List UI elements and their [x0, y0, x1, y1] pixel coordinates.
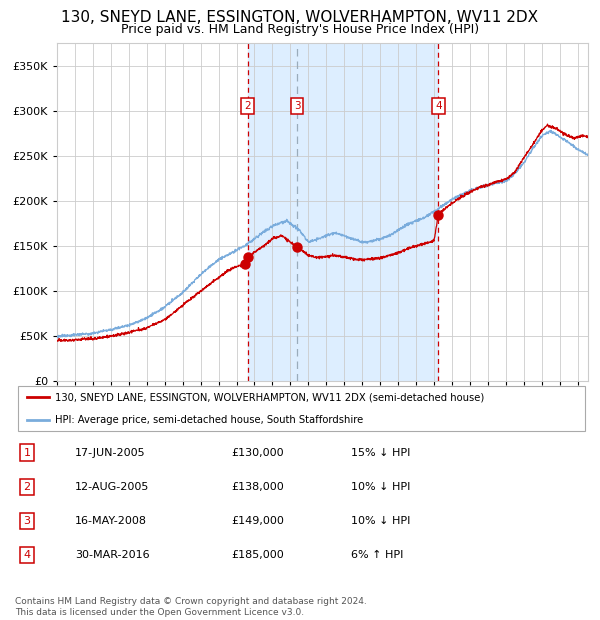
Text: 2: 2: [244, 101, 251, 111]
Text: 130, SNEYD LANE, ESSINGTON, WOLVERHAMPTON, WV11 2DX (semi-detached house): 130, SNEYD LANE, ESSINGTON, WOLVERHAMPTO…: [55, 392, 484, 402]
Text: £149,000: £149,000: [231, 516, 284, 526]
Text: 12-AUG-2005: 12-AUG-2005: [75, 482, 149, 492]
Text: 10% ↓ HPI: 10% ↓ HPI: [351, 516, 410, 526]
Text: 4: 4: [435, 101, 442, 111]
Text: 130, SNEYD LANE, ESSINGTON, WOLVERHAMPTON, WV11 2DX: 130, SNEYD LANE, ESSINGTON, WOLVERHAMPTO…: [61, 10, 539, 25]
Text: HPI: Average price, semi-detached house, South Staffordshire: HPI: Average price, semi-detached house,…: [55, 415, 363, 425]
FancyBboxPatch shape: [18, 386, 585, 431]
Text: 3: 3: [23, 516, 31, 526]
Text: £185,000: £185,000: [231, 550, 284, 560]
Text: 30-MAR-2016: 30-MAR-2016: [75, 550, 149, 560]
Text: 4: 4: [23, 550, 31, 560]
Text: 1: 1: [23, 448, 31, 458]
Text: £130,000: £130,000: [231, 448, 284, 458]
Text: 15% ↓ HPI: 15% ↓ HPI: [351, 448, 410, 458]
Text: £138,000: £138,000: [231, 482, 284, 492]
Text: Price paid vs. HM Land Registry's House Price Index (HPI): Price paid vs. HM Land Registry's House …: [121, 23, 479, 36]
Text: 10% ↓ HPI: 10% ↓ HPI: [351, 482, 410, 492]
Text: 16-MAY-2008: 16-MAY-2008: [75, 516, 147, 526]
Text: 6% ↑ HPI: 6% ↑ HPI: [351, 550, 403, 560]
Text: 2: 2: [23, 482, 31, 492]
Bar: [248, 43, 439, 381]
Text: 3: 3: [294, 101, 301, 111]
Text: Contains HM Land Registry data © Crown copyright and database right 2024.
This d: Contains HM Land Registry data © Crown c…: [15, 598, 367, 617]
Text: 17-JUN-2005: 17-JUN-2005: [75, 448, 146, 458]
